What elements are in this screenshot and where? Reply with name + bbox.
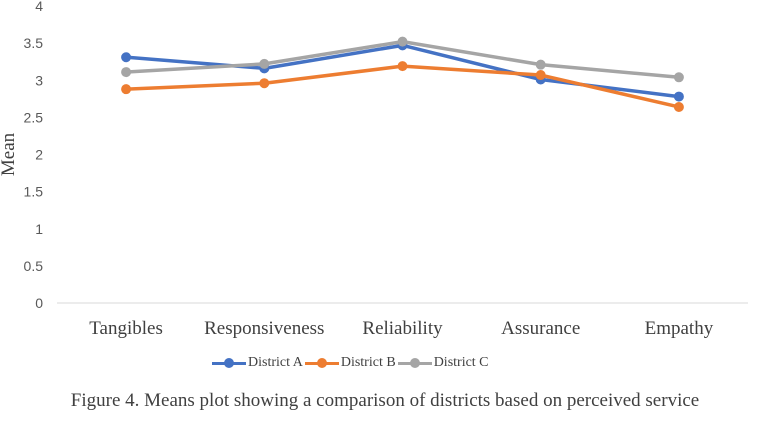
- y-tick-label: 4: [35, 0, 43, 14]
- data-point-district-a: [673, 91, 684, 102]
- data-point-district-b: [673, 101, 684, 112]
- y-tick-label: 3: [35, 72, 43, 88]
- figure-caption: Figure 4. Means plot showing a compariso…: [70, 390, 700, 411]
- data-point-district-a: [121, 52, 132, 63]
- x-tick-label: Empathy: [645, 318, 714, 339]
- y-tick-label: 1: [35, 221, 43, 237]
- legend-swatch-icon: [304, 357, 339, 369]
- means-line-chart: 0 0.5 1 1.5 2 2.5 3 3.5 4 Mean Tangibles Responsive…: [0, 0, 748, 339]
- x-tick-label: Responsiveness: [204, 318, 324, 339]
- y-tick-label: 0: [35, 295, 43, 311]
- y-tick-label: 2: [35, 147, 43, 163]
- legend-swatch-icon: [397, 357, 432, 369]
- data-point-district-b: [535, 70, 546, 81]
- data-point-district-c: [121, 67, 132, 78]
- data-point-district-c: [535, 59, 546, 70]
- x-tick-label: Tangibles: [89, 318, 163, 339]
- data-point-district-c: [397, 36, 408, 47]
- y-tick-label: 2.5: [24, 109, 44, 125]
- x-tick-label: Assurance: [501, 318, 580, 339]
- data-point-district-b: [397, 61, 408, 72]
- legend-item: District B: [304, 355, 396, 371]
- legend-label: District A: [248, 355, 303, 370]
- legend-swatch-icon: [212, 357, 246, 369]
- data-point-district-c: [673, 72, 684, 83]
- y-tick-label: 3.5: [24, 35, 44, 51]
- legend-label: District C: [433, 355, 489, 370]
- legend-label: District B: [340, 355, 396, 370]
- legend: District A District B District C: [212, 352, 491, 374]
- y-tick-label: 0.5: [24, 258, 44, 274]
- series-line-district-b: [124, 64, 681, 109]
- y-axis-title: Mean: [0, 132, 19, 176]
- data-point-district-b: [121, 84, 132, 95]
- y-tick-label: 1.5: [24, 184, 44, 200]
- legend-item: District C: [397, 355, 489, 371]
- data-point-district-b: [259, 78, 270, 89]
- x-tick-label: Reliability: [362, 318, 443, 339]
- data-point-district-c: [259, 58, 270, 69]
- legend-item: District A: [212, 355, 303, 371]
